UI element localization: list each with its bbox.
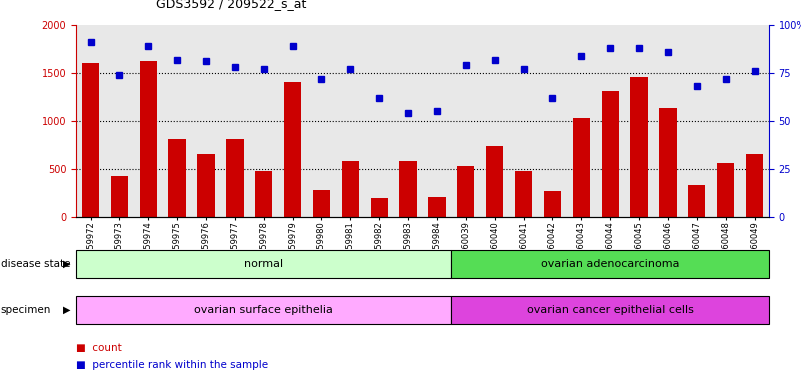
Bar	[313, 190, 330, 217]
Bar	[284, 82, 301, 217]
Bar	[82, 63, 99, 217]
Bar	[457, 166, 474, 217]
Bar	[515, 171, 532, 217]
Bar	[573, 118, 590, 217]
Bar	[602, 91, 619, 217]
Bar	[452, 296, 769, 324]
Text: normal: normal	[244, 259, 284, 269]
Bar	[452, 250, 769, 278]
Text: ovarian surface epithelia: ovarian surface epithelia	[195, 305, 333, 315]
Bar	[429, 197, 445, 217]
Text: GDS3592 / 209522_s_at: GDS3592 / 209522_s_at	[156, 0, 307, 10]
Bar	[139, 61, 157, 217]
Bar	[486, 146, 503, 217]
Text: disease state: disease state	[1, 259, 70, 269]
Bar	[630, 77, 648, 217]
Text: ■  percentile rank within the sample: ■ percentile rank within the sample	[76, 360, 268, 370]
Text: ■  count: ■ count	[76, 343, 122, 353]
Bar	[688, 185, 706, 217]
Bar	[197, 154, 215, 217]
Bar	[255, 171, 272, 217]
Text: ▶: ▶	[63, 259, 70, 269]
Bar	[76, 250, 452, 278]
Text: ovarian cancer epithelial cells: ovarian cancer epithelial cells	[527, 305, 694, 315]
Bar	[226, 139, 244, 217]
Bar	[717, 163, 735, 217]
Bar	[400, 161, 417, 217]
Bar	[746, 154, 763, 217]
Text: ▶: ▶	[63, 305, 70, 315]
Bar	[168, 139, 186, 217]
Bar	[544, 191, 561, 217]
Bar	[76, 296, 452, 324]
Bar	[659, 108, 677, 217]
Text: ovarian adenocarcinoma: ovarian adenocarcinoma	[541, 259, 679, 269]
Bar	[371, 198, 388, 217]
Text: specimen: specimen	[1, 305, 51, 315]
Bar	[342, 161, 359, 217]
Bar	[111, 176, 128, 217]
